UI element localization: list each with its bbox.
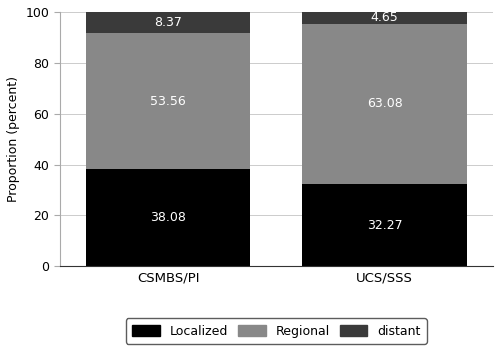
Text: 32.27: 32.27 bbox=[367, 219, 402, 232]
Bar bbox=[86, 170, 250, 266]
Text: 63.08: 63.08 bbox=[367, 97, 402, 110]
Bar bbox=[302, 184, 467, 266]
Text: 4.65: 4.65 bbox=[371, 11, 398, 24]
Legend: Localized, Regional, distant: Localized, Regional, distant bbox=[126, 318, 427, 344]
Text: 8.37: 8.37 bbox=[154, 16, 182, 29]
Bar bbox=[86, 12, 250, 33]
Bar bbox=[302, 12, 467, 24]
Text: 53.56: 53.56 bbox=[150, 95, 186, 108]
Y-axis label: Proportion (percent): Proportion (percent) bbox=[7, 76, 20, 202]
Bar bbox=[86, 33, 250, 170]
Bar bbox=[302, 24, 467, 184]
Text: 38.08: 38.08 bbox=[150, 211, 186, 224]
